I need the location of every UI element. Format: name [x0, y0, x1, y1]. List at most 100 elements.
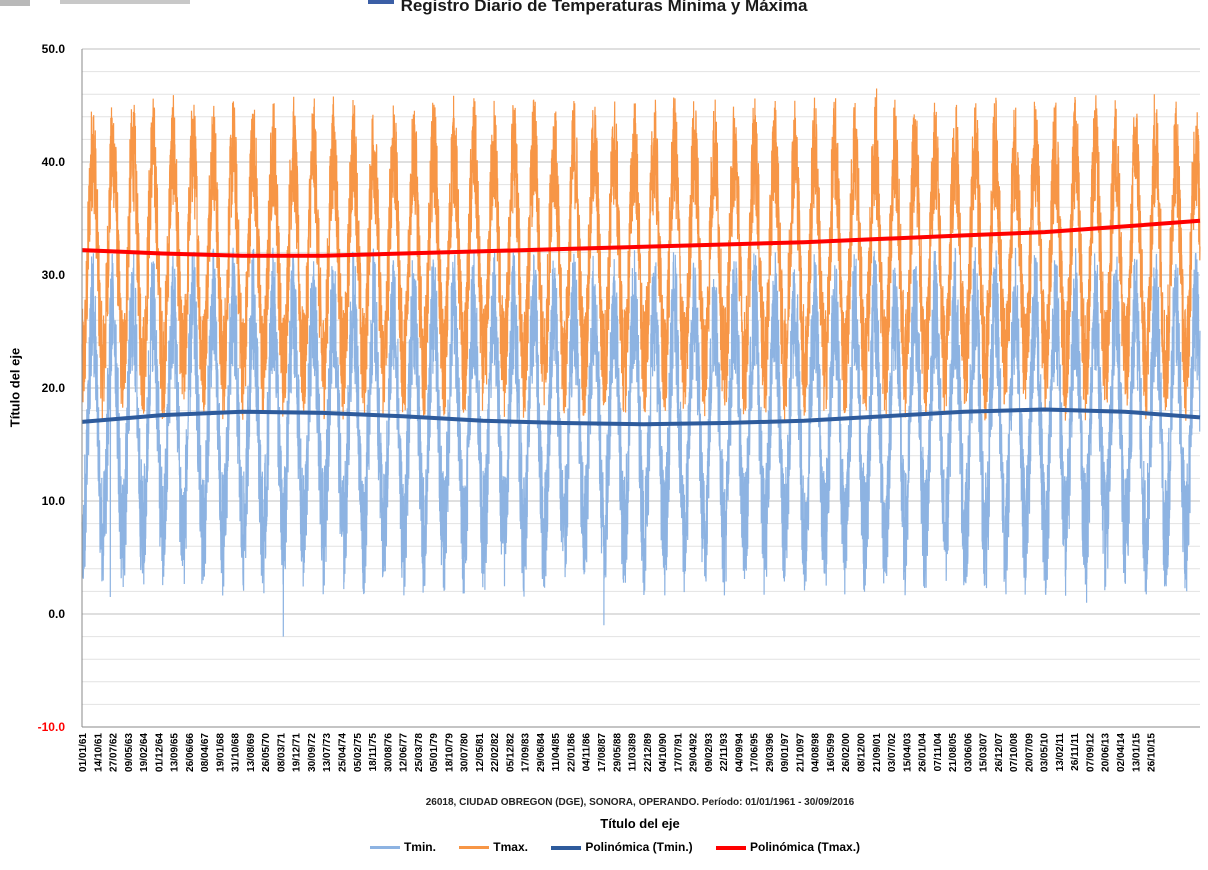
- x-axis-label: Título del eje: [600, 816, 680, 831]
- x-tick-label: 07/09/12: [1085, 733, 1096, 772]
- legend: Tmin. Tmax. Polinómica (Tmin.) Polinómic…: [0, 840, 1208, 854]
- x-tick-label: 01/12/64: [154, 733, 165, 772]
- x-tick-label: 26/10/15: [1147, 733, 1158, 772]
- y-tick-label: -10.0: [38, 720, 66, 734]
- legend-item-trend-tmax: Polinómica (Tmax.): [716, 840, 860, 854]
- x-tick-label: 11/03/89: [628, 733, 639, 772]
- x-tick-label: 03/07/02: [887, 733, 898, 772]
- x-tick-label: 30/07/80: [460, 733, 471, 772]
- x-tick-label: 08/12/00: [856, 733, 867, 772]
- chart-title: Registro Diario de Temperaturas Mínima y…: [400, 0, 808, 15]
- legend-item-tmin: Tmin.: [369, 840, 436, 854]
- y-tick-label: 0.0: [48, 607, 65, 621]
- y-tick-label: 50.0: [42, 42, 66, 56]
- x-tick-label: 09/05/63: [124, 733, 135, 772]
- x-tick-label: 20/06/13: [1101, 733, 1112, 772]
- x-tick-label: 17/09/83: [521, 733, 532, 772]
- x-tick-label: 17/08/87: [597, 733, 608, 772]
- x-tick-label: 22/11/93: [719, 733, 730, 772]
- x-tick-label: 05/02/75: [353, 733, 364, 772]
- x-tick-label: 12/06/77: [399, 733, 410, 772]
- logo-fragment: [0, 0, 210, 8]
- trend-line-tmax: [81, 218, 1201, 258]
- x-tick-label: 29/06/84: [536, 733, 547, 772]
- legend-label-trend-tmin: Polinómica (Tmin.): [585, 840, 693, 854]
- x-tick-label: 02/04/14: [1116, 733, 1127, 772]
- x-tick-label: 01/01/61: [78, 733, 89, 772]
- x-tick-label: 22/12/89: [643, 733, 654, 772]
- x-tick-label: 26/11/11: [1070, 733, 1081, 771]
- x-tick-label: 14/10/61: [93, 733, 104, 772]
- x-tick-label: 03/06/06: [963, 733, 974, 772]
- x-tick-label: 09/02/93: [704, 733, 715, 772]
- tmax-series: [81, 88, 1201, 421]
- x-tick-label: 17/07/91: [673, 733, 684, 772]
- x-tick-label: 30/08/76: [383, 733, 394, 772]
- x-tick-label: 29/03/96: [765, 733, 776, 772]
- x-tick-label: 22/02/82: [490, 733, 501, 772]
- y-tick-label: 20.0: [42, 381, 66, 395]
- tmin-line: [81, 247, 1201, 637]
- y-tick-label: 40.0: [42, 155, 66, 169]
- x-tick-label: 26/06/66: [185, 733, 196, 772]
- legend-item-trend-tmin: Polinómica (Tmin.): [551, 840, 693, 854]
- x-tick-label: 07/11/04: [933, 733, 944, 772]
- x-tick-label: 17/06/95: [750, 733, 761, 772]
- x-tick-label: 22/01/86: [566, 733, 577, 772]
- x-tick-label: 04/11/86: [582, 733, 593, 772]
- y-tick-label: 30.0: [42, 268, 66, 282]
- x-tick-label: 05/12/82: [505, 733, 516, 772]
- x-tick-label: 13/01/15: [1131, 733, 1142, 772]
- x-tick-label: 21/08/05: [948, 733, 959, 772]
- x-tick-label: 13/02/11: [1055, 733, 1066, 772]
- x-tick-label: 15/04/03: [902, 733, 913, 772]
- x-tick-label: 19/01/68: [215, 733, 226, 772]
- x-tick-label: 09/01/97: [780, 733, 791, 772]
- y-axis-label: Título del eje: [7, 347, 23, 428]
- x-tick-label: 08/03/71: [276, 733, 287, 772]
- x-tick-label: 26/02/00: [841, 733, 852, 772]
- x-tick-label: 21/10/97: [795, 733, 806, 772]
- x-tick-label: 04/09/94: [734, 733, 745, 772]
- axes: [81, 49, 1200, 728]
- x-tick-label: 11/04/85: [551, 733, 562, 772]
- legend-swatch-tmin: [369, 846, 400, 850]
- x-tick-label: 03/05/10: [1040, 733, 1051, 772]
- x-tick-label: 26/01/04: [918, 733, 929, 772]
- x-tick-label: 25/04/74: [337, 733, 348, 772]
- x-tick-label: 08/04/67: [200, 733, 211, 772]
- x-tick-label: 26/05/70: [261, 733, 272, 772]
- legend-label-tmin: Tmin.: [403, 840, 436, 854]
- legend-swatch-tmax: [459, 846, 490, 850]
- chart-subtitle: 26018, CIUDAD OBREGON (DGE), SONORA, OPE…: [425, 797, 855, 808]
- legend-label-tmax: Tmax.: [493, 840, 528, 854]
- x-tick-label: 25/03/78: [414, 733, 425, 772]
- legend-swatch-trend-tmax: [716, 845, 747, 850]
- x-tick-label: 13/07/73: [322, 733, 333, 772]
- x-tick-labels: 01/01/61 14/10/61 27/07/62 09/05/63 19/02/64…: [78, 733, 1158, 772]
- x-tick-label: 29/04/92: [689, 733, 700, 772]
- x-tick-label: 16/05/99: [826, 733, 837, 772]
- x-tick-label: 15/03/07: [979, 733, 990, 772]
- x-tick-label: 29/05/88: [612, 733, 623, 772]
- x-tick-label: 07/10/08: [1009, 733, 1020, 772]
- x-tick-label: 13/09/65: [170, 733, 181, 772]
- x-tick-label: 05/01/79: [429, 733, 440, 772]
- y-tick-label: 10.0: [42, 494, 66, 508]
- trend-lines: [81, 218, 1201, 427]
- x-tick-label: 18/11/75: [368, 733, 379, 772]
- x-tick-label: 04/08/98: [811, 733, 822, 772]
- legend-item-tmax: Tmax.: [459, 840, 528, 854]
- x-tick-label: 20/07/09: [1024, 733, 1035, 772]
- tmax-line: [81, 88, 1201, 421]
- x-tick-label: 27/07/62: [109, 733, 120, 772]
- tmin-series: [81, 247, 1201, 637]
- x-tick-label: 30/09/72: [307, 733, 318, 772]
- x-tick-label: 31/10/68: [231, 733, 242, 772]
- x-tick-label: 19/02/64: [139, 733, 150, 772]
- x-tick-label: 26/12/07: [994, 733, 1005, 772]
- legend-label-trend-tmax: Polinómica (Tmax.): [750, 840, 861, 854]
- x-tick-label: 19/12/71: [292, 733, 303, 772]
- x-tick-label: 04/10/90: [658, 733, 669, 772]
